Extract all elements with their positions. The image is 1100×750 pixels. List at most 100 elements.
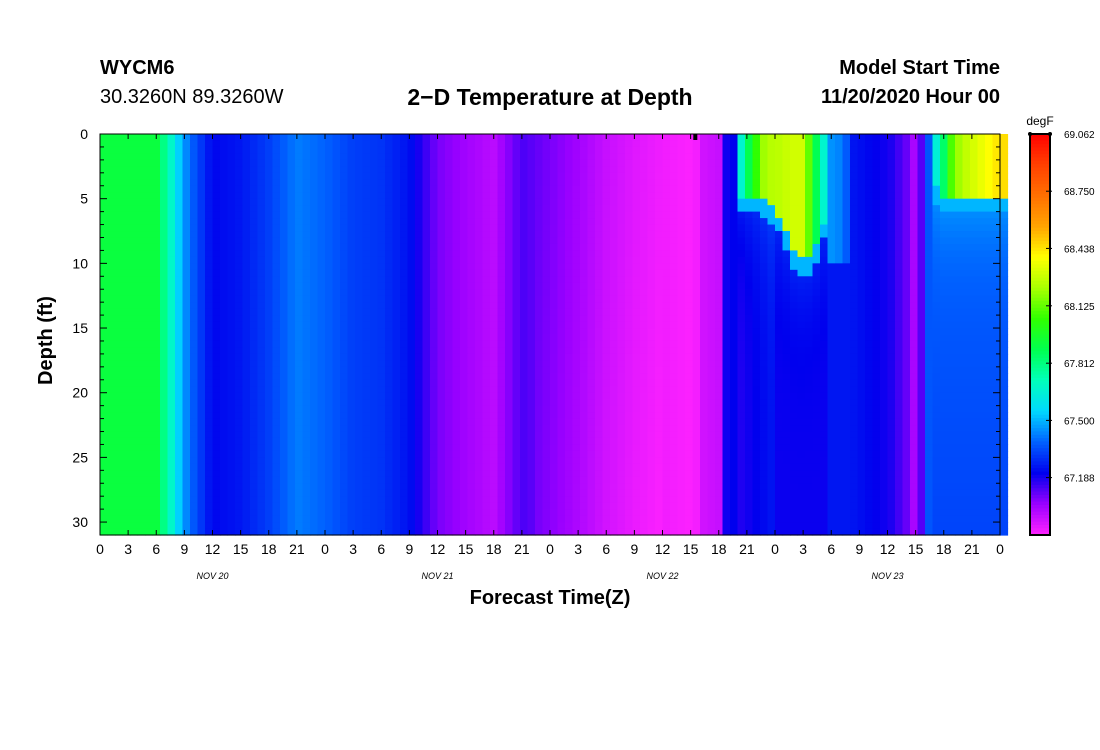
heatmap-cell <box>190 340 199 349</box>
heatmap-cell <box>580 522 589 530</box>
heatmap-cell <box>190 231 199 239</box>
heatmap-cell <box>497 224 506 232</box>
heatmap-cell <box>677 386 686 394</box>
heatmap-cell <box>377 224 386 232</box>
heatmap-cell <box>602 321 611 329</box>
heatmap-cell <box>430 185 439 193</box>
heatmap-cell <box>107 379 116 387</box>
heatmap-cell <box>242 269 251 277</box>
heatmap-cell <box>482 250 491 258</box>
heatmap-cell <box>602 509 611 517</box>
heatmap-cell <box>175 437 184 446</box>
heatmap-cell <box>662 515 671 523</box>
heatmap-cell <box>130 250 139 258</box>
heatmap-cell <box>460 470 469 478</box>
heatmap-cell <box>452 192 461 200</box>
heatmap-cell <box>302 153 311 161</box>
heatmap-cell <box>490 289 499 297</box>
heatmap-cell <box>482 211 491 219</box>
heatmap-cell <box>617 360 626 368</box>
heatmap-cell <box>422 515 431 523</box>
heatmap-cell <box>385 386 394 394</box>
heatmap-cell <box>280 379 289 387</box>
heatmap-cell <box>227 166 236 174</box>
heatmap-cell <box>302 437 311 446</box>
heatmap-cell <box>377 366 386 374</box>
heatmap-cell <box>692 386 701 394</box>
heatmap-cell <box>595 496 604 504</box>
heatmap-cell <box>137 528 146 536</box>
heatmap-cell <box>580 353 589 361</box>
heatmap-cell <box>580 250 589 258</box>
heatmap-cell <box>220 437 229 446</box>
heatmap-cell <box>257 509 266 517</box>
heatmap-cell <box>347 489 356 497</box>
heatmap-cell <box>632 444 641 452</box>
heatmap-cell <box>340 321 349 329</box>
heatmap-cell <box>250 528 259 536</box>
heatmap-cell <box>610 360 619 368</box>
heatmap-cell <box>542 334 551 342</box>
heatmap-cell <box>692 470 701 478</box>
heatmap-cell <box>310 470 319 478</box>
heatmap-cell <box>640 360 649 368</box>
heatmap-cell <box>602 334 611 342</box>
heatmap-cell <box>565 489 574 497</box>
heatmap-cell <box>490 179 499 187</box>
heatmap-cell <box>505 250 514 258</box>
heatmap-cell <box>347 496 356 504</box>
heatmap-cell <box>602 522 611 530</box>
heatmap-cell <box>385 399 394 407</box>
heatmap-cell <box>167 334 176 342</box>
heatmap-cell <box>242 295 251 303</box>
heatmap-cell <box>475 360 484 368</box>
heatmap-cell <box>587 231 596 239</box>
heatmap-cell <box>685 450 694 458</box>
heatmap-cell <box>565 353 574 361</box>
heatmap-cell <box>527 224 536 232</box>
heatmap-cell <box>152 192 161 200</box>
heatmap-cell <box>692 159 701 167</box>
heatmap-cell <box>437 282 446 290</box>
heatmap-cell <box>370 328 379 336</box>
heatmap-cell <box>550 399 559 407</box>
heatmap-cell <box>647 386 656 394</box>
heatmap-cell <box>527 483 536 491</box>
heatmap-cell <box>452 172 461 180</box>
heatmap-cell <box>467 198 476 206</box>
heatmap-cell <box>497 211 506 219</box>
heatmap-cell <box>497 315 506 323</box>
heatmap-cell <box>415 172 424 180</box>
heatmap-cell <box>362 179 371 187</box>
heatmap-cell <box>580 340 589 349</box>
heatmap-cell <box>482 405 491 413</box>
heatmap-cell <box>212 321 221 329</box>
heatmap-cell <box>655 379 664 387</box>
heatmap-cell <box>167 205 176 213</box>
heatmap-cell <box>662 386 671 394</box>
heatmap-cell <box>602 315 611 323</box>
heatmap-cell <box>152 431 161 439</box>
heatmap-cell <box>640 250 649 258</box>
heatmap-cell <box>190 334 199 342</box>
heatmap-cell <box>280 269 289 277</box>
heatmap-cell <box>287 231 296 239</box>
heatmap-cell <box>250 386 259 394</box>
heatmap-cell <box>287 289 296 297</box>
heatmap-cell <box>640 134 649 142</box>
heatmap-cell <box>130 256 139 264</box>
heatmap-cell <box>415 405 424 413</box>
heatmap-cell <box>220 192 229 200</box>
heatmap-cell <box>115 295 124 303</box>
heatmap-cell <box>280 140 289 148</box>
heatmap-cell <box>460 231 469 239</box>
heatmap-cell <box>205 237 214 245</box>
heatmap-cell <box>220 509 229 517</box>
heatmap-cell <box>490 502 499 510</box>
heatmap-cell <box>272 205 281 213</box>
heatmap-cell <box>602 140 611 148</box>
heatmap-cell <box>685 353 694 361</box>
heatmap-cell <box>220 205 229 213</box>
heatmap-cell <box>377 386 386 394</box>
heatmap-cell <box>505 399 514 407</box>
